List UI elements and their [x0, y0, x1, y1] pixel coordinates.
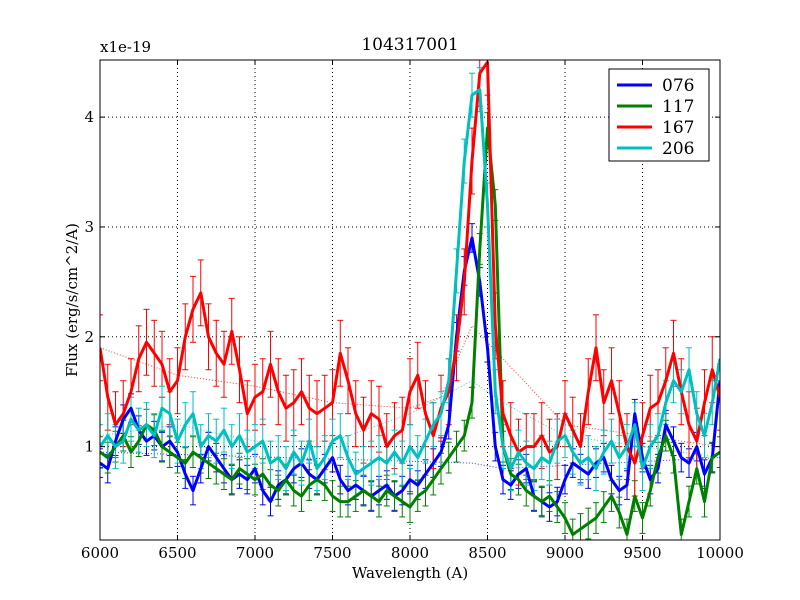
x-tick-label: 9000 [546, 544, 584, 562]
y-tick-label: 3 [84, 218, 94, 236]
x-tick-label: 6500 [158, 544, 196, 562]
plot-title: 104317001 [361, 35, 458, 55]
offset-label: x1e-19 [100, 38, 151, 56]
series-line-117 [100, 126, 720, 536]
legend-label-206: 206 [662, 139, 694, 159]
x-tick-label: 10000 [696, 544, 744, 562]
legend-box [608, 68, 710, 162]
legend-label-076: 076 [662, 76, 694, 96]
y-tick-label: 4 [84, 108, 94, 126]
legend-label-167: 167 [662, 118, 694, 138]
x-tick-label: 8000 [391, 544, 429, 562]
x-tick-label: 9500 [623, 544, 661, 562]
y-axis-title: Flux (erg/s/cm^2/A) [63, 223, 81, 377]
y-tick-label: 1 [84, 438, 94, 456]
x-tick-label: 7500 [313, 544, 351, 562]
series-line-206 [100, 88, 720, 476]
x-tick-label: 6000 [81, 544, 119, 562]
x-axis-title: Wavelength (A) [352, 564, 468, 582]
plot-area [100, 60, 720, 540]
y-tick-label: 2 [84, 328, 94, 346]
x-tick-label: 8500 [468, 544, 506, 562]
legend-label-117: 117 [662, 97, 694, 117]
series-line-167 [100, 60, 720, 465]
axis-ticks: 6000 6500 7000 7500 8000 8500 9000 9500 10000 1 2 3… [81, 60, 744, 562]
x-tick-label: 7000 [236, 544, 274, 562]
